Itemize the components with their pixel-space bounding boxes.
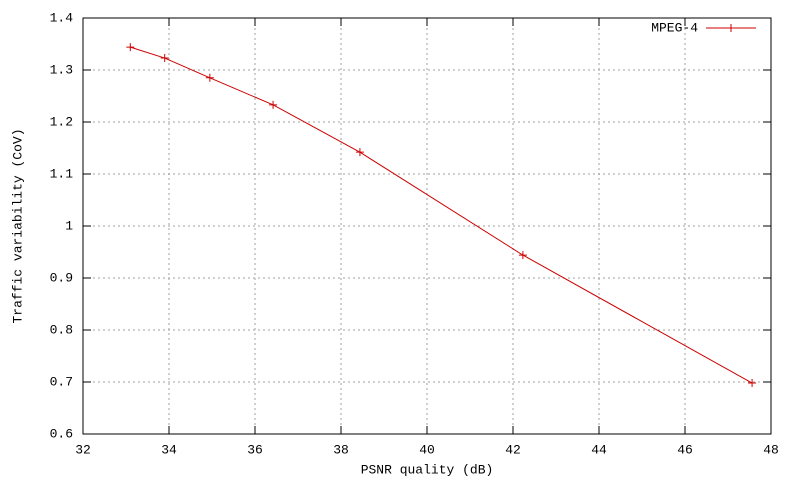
- point-marker: [205, 73, 214, 82]
- x-tick-label: 46: [677, 442, 693, 457]
- y-axis-label: Traffic variability (CoV): [10, 128, 25, 323]
- point-marker: [355, 148, 364, 157]
- y-tick-label: 1.3: [50, 62, 73, 77]
- y-tick-label: 1: [65, 218, 73, 233]
- y-tick-label: 1.2: [50, 114, 73, 129]
- y-tick-label: 0.7: [50, 374, 73, 389]
- legend-marker: [727, 24, 735, 32]
- y-tick-label: 0.9: [50, 270, 73, 285]
- legend-label: MPEG-4: [651, 20, 698, 35]
- x-tick-label: 36: [247, 442, 263, 457]
- y-tick-label: 1.1: [50, 166, 74, 181]
- x-tick-label: 48: [763, 442, 779, 457]
- point-marker: [160, 54, 169, 63]
- x-tick-label: 44: [591, 442, 607, 457]
- plot-frame: [82, 17, 772, 435]
- x-axis-label: PSNR quality (dB): [361, 462, 494, 477]
- point-marker: [518, 251, 527, 260]
- y-tick-label: 0.6: [50, 426, 73, 441]
- point-marker: [269, 100, 278, 109]
- x-tick-label: 42: [505, 442, 521, 457]
- point-marker: [748, 379, 757, 388]
- y-tick-label: 0.8: [50, 322, 73, 337]
- point-marker: [126, 43, 135, 52]
- x-tick-label: 34: [161, 442, 177, 457]
- x-tick-label: 40: [419, 442, 435, 457]
- x-tick-label: 32: [75, 442, 91, 457]
- y-tick-label: 1.4: [50, 10, 74, 25]
- x-tick-label: 38: [333, 442, 349, 457]
